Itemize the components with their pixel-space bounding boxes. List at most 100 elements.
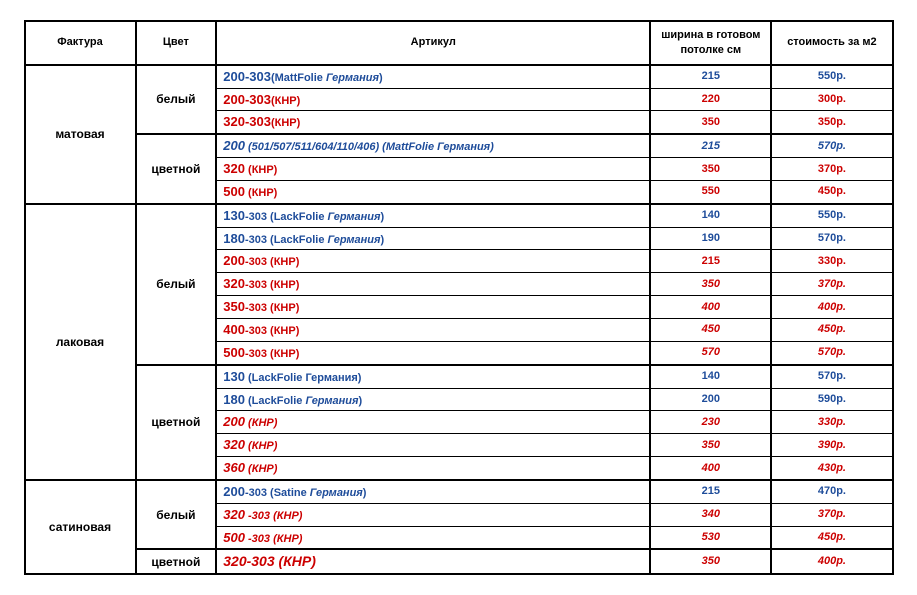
article-cell: 200-303 (Satine Германия) bbox=[216, 480, 650, 503]
price-cell: 390р. bbox=[771, 434, 892, 457]
price-cell: 370р. bbox=[771, 503, 892, 526]
article-cell: 200-303(MattFolie Германия) bbox=[216, 65, 650, 88]
article-brand-suffix: ) bbox=[490, 141, 494, 153]
price-cell: 330р. bbox=[771, 250, 892, 273]
price-cell: 450р. bbox=[771, 318, 892, 341]
article-brand-prefix: ( bbox=[245, 417, 252, 429]
article-brand-prefix: (LackFolie bbox=[245, 372, 306, 384]
article-cell: 320 (КНР) bbox=[216, 434, 650, 457]
color-cell: цветной bbox=[136, 365, 217, 480]
article-cell: 200-303 (КНР) bbox=[216, 250, 650, 273]
article-suffix: (501/507/511/604/110/406) bbox=[245, 141, 379, 153]
article-code: 130 bbox=[223, 208, 245, 223]
width-cell: 215 bbox=[650, 65, 771, 88]
article-code: 320 bbox=[223, 276, 245, 291]
header-faktura: Фактура bbox=[25, 21, 136, 65]
article-cell: 180-303 (LackFolie Германия) bbox=[216, 227, 650, 250]
width-cell: 200 bbox=[650, 388, 771, 411]
article-cell: 360 (КНР) bbox=[216, 457, 650, 480]
article-brand-prefix: (MattFolie bbox=[379, 141, 437, 153]
header-price: стоимость за м2 bbox=[771, 21, 892, 65]
price-cell: 570р. bbox=[771, 227, 892, 250]
price-cell: 370р. bbox=[771, 273, 892, 296]
article-suffix: -303 bbox=[245, 487, 267, 499]
article-code: 200 bbox=[223, 253, 245, 268]
article-suffix: -303 bbox=[245, 256, 267, 268]
article-code: 360 bbox=[223, 460, 245, 475]
article-cell: 200 (КНР) bbox=[216, 411, 650, 434]
price-cell: 430р. bbox=[771, 457, 892, 480]
article-brand-suffix: КНР) bbox=[252, 440, 278, 452]
article-brand-prefix: ( bbox=[270, 510, 277, 522]
article-code: 500 bbox=[223, 530, 245, 545]
width-cell: 350 bbox=[650, 549, 771, 574]
width-cell: 215 bbox=[650, 134, 771, 157]
width-cell: 350 bbox=[650, 273, 771, 296]
article-cell: 320 (КНР) bbox=[216, 158, 650, 181]
width-cell: 215 bbox=[650, 480, 771, 503]
width-cell: 215 bbox=[650, 250, 771, 273]
article-brand-prefix: (LackFolie bbox=[245, 395, 306, 407]
article-brand-suffix: ) bbox=[381, 234, 385, 246]
article-cell: 500 -303 (КНР) bbox=[216, 526, 650, 549]
article-brand-prefix: ( bbox=[267, 302, 274, 314]
article-suffix: -303 bbox=[245, 234, 267, 246]
width-cell: 230 bbox=[650, 411, 771, 434]
article-brand-suffix: КНР) bbox=[275, 117, 301, 129]
article-brand-suffix: ) bbox=[379, 72, 383, 84]
table-row: матоваябелый200-303(MattFolie Германия)2… bbox=[25, 65, 893, 88]
article-code: 500 bbox=[223, 345, 245, 360]
color-cell: белый bbox=[136, 480, 217, 550]
header-color: Цвет bbox=[136, 21, 217, 65]
width-cell: 140 bbox=[650, 204, 771, 227]
table-row: сатиноваябелый200-303 (Satine Германия)2… bbox=[25, 480, 893, 503]
article-code: 180 bbox=[223, 392, 245, 407]
price-cell: 590р. bbox=[771, 388, 892, 411]
article-code: 400 bbox=[223, 322, 245, 337]
article-suffix: -303 bbox=[245, 279, 267, 291]
article-code: 320-303 bbox=[223, 114, 271, 129]
width-cell: 220 bbox=[650, 88, 771, 111]
article-suffix: -303 bbox=[245, 211, 267, 223]
table-row: цветной200 (501/507/511/604/110/406) (Ma… bbox=[25, 134, 893, 157]
price-cell: 370р. bbox=[771, 158, 892, 181]
article-cell: 500-303 (КНР) bbox=[216, 341, 650, 364]
width-cell: 350 bbox=[650, 158, 771, 181]
article-cell: 130 (LackFolie Германия) bbox=[216, 365, 650, 388]
price-cell: 330р. bbox=[771, 411, 892, 434]
article-brand-prefix: ( bbox=[275, 553, 284, 569]
faktura-cell: лаковая bbox=[25, 204, 136, 480]
article-cell: 130-303 (LackFolie Германия) bbox=[216, 204, 650, 227]
article-brand-suffix: КНР) bbox=[252, 164, 278, 176]
article-brand-suffix: КНР) bbox=[277, 510, 303, 522]
article-code: 320-303 bbox=[223, 553, 274, 569]
article-suffix: -303 bbox=[245, 302, 267, 314]
article-brand-suffix: КНР) bbox=[252, 187, 278, 199]
article-brand-suffix: КНР) bbox=[274, 279, 300, 291]
article-code: 320 bbox=[223, 161, 245, 176]
table-row: цветной320-303 (КНР)350400р. bbox=[25, 549, 893, 574]
article-brand-prefix: ( bbox=[245, 164, 252, 176]
article-cell: 200 (501/507/511/604/110/406) (MattFolie… bbox=[216, 134, 650, 157]
header-article: Артикул bbox=[216, 21, 650, 65]
article-brand-prefix: (LackFolie bbox=[267, 234, 328, 246]
article-brand-italic: Германия bbox=[326, 72, 379, 84]
article-brand-italic: Германия bbox=[437, 141, 490, 153]
faktura-cell: матовая bbox=[25, 65, 136, 204]
article-cell: 350-303 (КНР) bbox=[216, 296, 650, 319]
article-suffix: -303 bbox=[245, 348, 267, 360]
article-brand-prefix: ( bbox=[270, 533, 277, 545]
article-code: 130 bbox=[223, 369, 245, 384]
color-cell: белый bbox=[136, 204, 217, 365]
table-row: лаковаябелый130-303 (LackFolie Германия)… bbox=[25, 204, 893, 227]
article-code: 180 bbox=[223, 231, 245, 246]
price-table: Фактура Цвет Артикул ширина в готовом по… bbox=[24, 20, 894, 575]
article-code: 500 bbox=[223, 184, 245, 199]
width-cell: 530 bbox=[650, 526, 771, 549]
header-width: ширина в готовом потолке см bbox=[650, 21, 771, 65]
article-brand-suffix: КНР) bbox=[274, 256, 300, 268]
article-brand-suffix: КНР) bbox=[252, 417, 278, 429]
article-brand-prefix: ( bbox=[267, 256, 274, 268]
price-cell: 570р. bbox=[771, 341, 892, 364]
article-code: 200-303 bbox=[223, 69, 271, 84]
